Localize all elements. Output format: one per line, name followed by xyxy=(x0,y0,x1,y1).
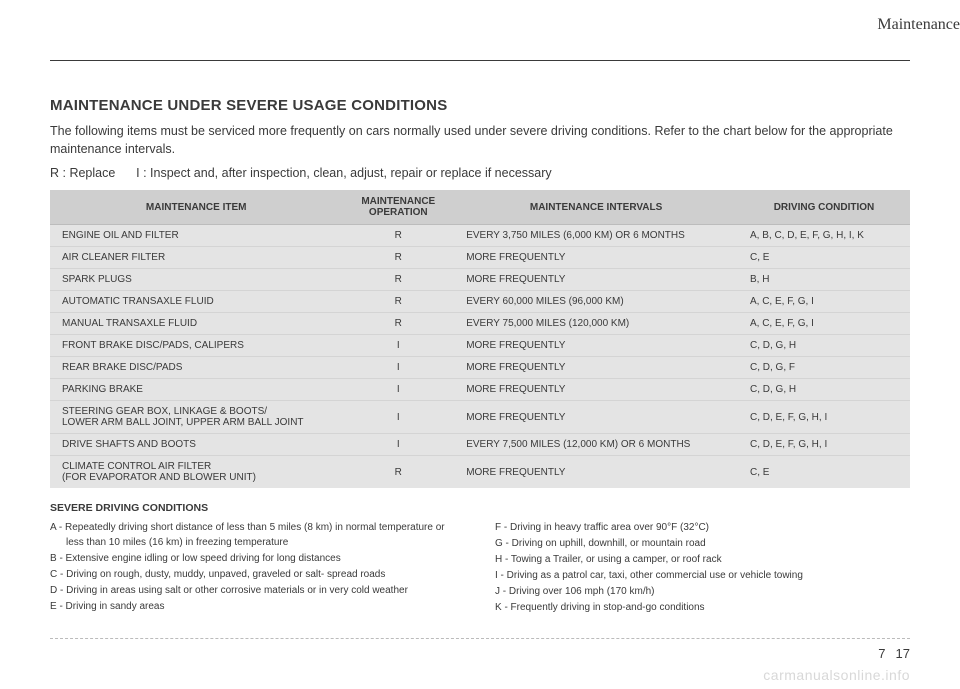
table-cell: MORE FREQUENTLY xyxy=(454,247,738,269)
table-cell: C, D, G, F xyxy=(738,357,910,379)
table-cell: I xyxy=(342,401,454,434)
table-cell: A, B, C, D, E, F, G, H, I, K xyxy=(738,225,910,247)
table-row: ENGINE OIL AND FILTERREVERY 3,750 MILES … xyxy=(50,225,910,247)
table-cell: STEERING GEAR BOX, LINKAGE & BOOTS/ LOWE… xyxy=(50,401,342,434)
header-section: Maintenance xyxy=(877,16,960,34)
table-cell: I xyxy=(342,335,454,357)
condition-item: H - Towing a Trailer, or using a camper,… xyxy=(495,552,910,567)
table-cell: I xyxy=(342,379,454,401)
legend-text: R : Replace I : Inspect and, after inspe… xyxy=(50,166,910,180)
table-cell: R xyxy=(342,313,454,335)
table-cell: I xyxy=(342,357,454,379)
table-row: REAR BRAKE DISC/PADSIMORE FREQUENTLYC, D… xyxy=(50,357,910,379)
condition-item: C - Driving on rough, dusty, muddy, unpa… xyxy=(50,567,465,582)
table-cell: MORE FREQUENTLY xyxy=(454,379,738,401)
condition-item: J - Driving over 106 mph (170 km/h) xyxy=(495,584,910,599)
table-cell: PARKING BRAKE xyxy=(50,379,342,401)
th-operation: MAINTENANCE OPERATION xyxy=(342,190,454,225)
table-cell: B, H xyxy=(738,269,910,291)
table-cell: A, C, E, F, G, I xyxy=(738,313,910,335)
table-cell: C, D, G, H xyxy=(738,335,910,357)
table-cell: C, D, G, H xyxy=(738,379,910,401)
table-row: MANUAL TRANSAXLE FLUIDREVERY 75,000 MILE… xyxy=(50,313,910,335)
maintenance-table: MAINTENANCE ITEM MAINTENANCE OPERATION M… xyxy=(50,190,910,488)
table-cell: R xyxy=(342,456,454,489)
page-title: MAINTENANCE UNDER SEVERE USAGE CONDITION… xyxy=(50,97,910,114)
table-cell: R xyxy=(342,269,454,291)
table-cell: EVERY 7,500 MILES (12,000 KM) OR 6 MONTH… xyxy=(454,434,738,456)
dashed-rule-bottom xyxy=(50,638,910,639)
condition-item: F - Driving in heavy traffic area over 9… xyxy=(495,520,910,535)
table-cell: SPARK PLUGS xyxy=(50,269,342,291)
table-row: FRONT BRAKE DISC/PADS, CALIPERSIMORE FRE… xyxy=(50,335,910,357)
table-cell: C, E xyxy=(738,456,910,489)
table-header-row: MAINTENANCE ITEM MAINTENANCE OPERATION M… xyxy=(50,190,910,225)
condition-item: E - Driving in sandy areas xyxy=(50,599,465,614)
table-cell: I xyxy=(342,434,454,456)
table-row: STEERING GEAR BOX, LINKAGE & BOOTS/ LOWE… xyxy=(50,401,910,434)
table-cell: R xyxy=(342,247,454,269)
chapter-number: 7 xyxy=(878,646,885,661)
table-row: CLIMATE CONTROL AIR FILTER (FOR EVAPORAT… xyxy=(50,456,910,489)
table-row: AUTOMATIC TRANSAXLE FLUIDREVERY 60,000 M… xyxy=(50,291,910,313)
table-cell: MORE FREQUENTLY xyxy=(454,269,738,291)
table-cell: FRONT BRAKE DISC/PADS, CALIPERS xyxy=(50,335,342,357)
table-cell: REAR BRAKE DISC/PADS xyxy=(50,357,342,379)
table-cell: C, D, E, F, G, H, I xyxy=(738,401,910,434)
condition-item: A - Repeatedly driving short distance of… xyxy=(50,520,465,550)
th-intervals: MAINTENANCE INTERVALS xyxy=(454,190,738,225)
conditions-block: A - Repeatedly driving short distance of… xyxy=(50,520,910,616)
header-rule xyxy=(50,60,910,61)
table-cell: R xyxy=(342,291,454,313)
table-row: DRIVE SHAFTS AND BOOTSIEVERY 7,500 MILES… xyxy=(50,434,910,456)
table-cell: MORE FREQUENTLY xyxy=(454,357,738,379)
table-cell: MANUAL TRANSAXLE FLUID xyxy=(50,313,342,335)
page-footer: 7 17 xyxy=(878,646,910,661)
conditions-right-col: F - Driving in heavy traffic area over 9… xyxy=(495,520,910,616)
th-item: MAINTENANCE ITEM xyxy=(50,190,342,225)
table-cell: MORE FREQUENTLY xyxy=(454,401,738,434)
condition-item: K - Frequently driving in stop-and-go co… xyxy=(495,600,910,615)
table-cell: A, C, E, F, G, I xyxy=(738,291,910,313)
table-cell: CLIMATE CONTROL AIR FILTER (FOR EVAPORAT… xyxy=(50,456,342,489)
table-cell: DRIVE SHAFTS AND BOOTS xyxy=(50,434,342,456)
table-row: SPARK PLUGSRMORE FREQUENTLYB, H xyxy=(50,269,910,291)
table-cell: EVERY 75,000 MILES (120,000 KM) xyxy=(454,313,738,335)
condition-item: G - Driving on uphill, downhill, or moun… xyxy=(495,536,910,551)
table-cell: EVERY 60,000 MILES (96,000 KM) xyxy=(454,291,738,313)
condition-item: I - Driving as a patrol car, taxi, other… xyxy=(495,568,910,583)
table-cell: R xyxy=(342,225,454,247)
table-row: PARKING BRAKEIMORE FREQUENTLYC, D, G, H xyxy=(50,379,910,401)
condition-item: B - Extensive engine idling or low speed… xyxy=(50,551,465,566)
table-row: AIR CLEANER FILTERRMORE FREQUENTLYC, E xyxy=(50,247,910,269)
table-cell: ENGINE OIL AND FILTER xyxy=(50,225,342,247)
table-cell: AIR CLEANER FILTER xyxy=(50,247,342,269)
table-cell: C, E xyxy=(738,247,910,269)
table-cell: EVERY 3,750 MILES (6,000 KM) OR 6 MONTHS xyxy=(454,225,738,247)
table-cell: MORE FREQUENTLY xyxy=(454,335,738,357)
watermark: carmanualsonline.info xyxy=(763,667,910,683)
th-condition: DRIVING CONDITION xyxy=(738,190,910,225)
table-cell: MORE FREQUENTLY xyxy=(454,456,738,489)
condition-item: D - Driving in areas using salt or other… xyxy=(50,583,465,598)
intro-text: The following items must be serviced mor… xyxy=(50,122,910,158)
conditions-left-col: A - Repeatedly driving short distance of… xyxy=(50,520,465,616)
page-number: 17 xyxy=(896,646,910,661)
table-cell: C, D, E, F, G, H, I xyxy=(738,434,910,456)
conditions-title: SEVERE DRIVING CONDITIONS xyxy=(50,502,910,514)
table-cell: AUTOMATIC TRANSAXLE FLUID xyxy=(50,291,342,313)
